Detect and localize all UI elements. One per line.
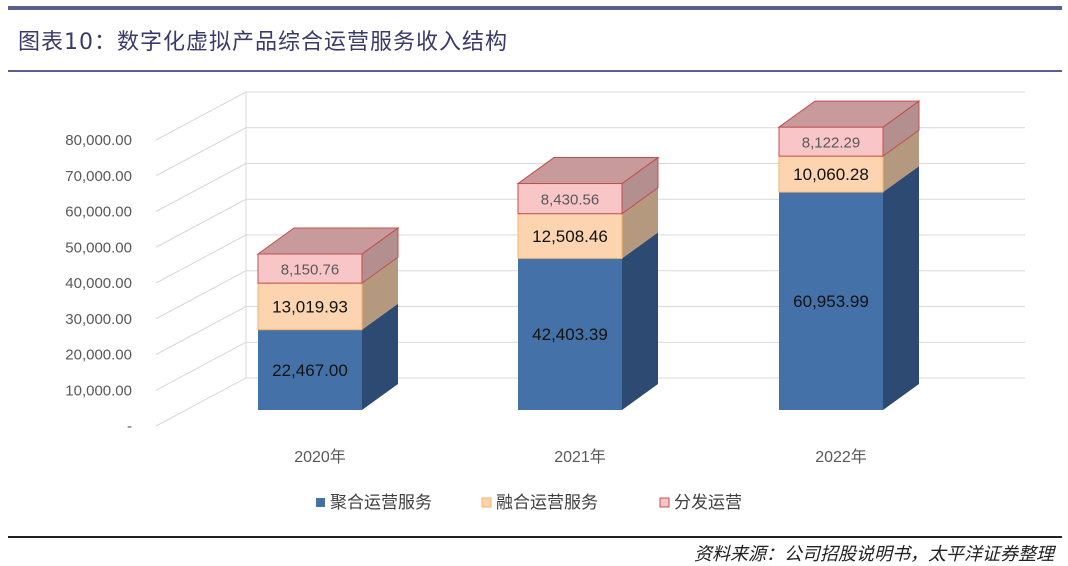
gridline-diagonal xyxy=(155,198,247,248)
legend-label: 融合运营服务 xyxy=(496,493,598,513)
page-title: 图表10：数字化虚拟产品综合运营服务收入结构 xyxy=(18,30,508,55)
gridline-diagonal xyxy=(155,91,247,141)
x-tick-label: 2020年 xyxy=(294,448,346,466)
bar-top-1 xyxy=(516,157,660,185)
x-tick-label: 2021年 xyxy=(554,448,606,466)
gridline-diagonal xyxy=(155,127,247,177)
y-tick-label: 60,000.00 xyxy=(65,204,132,221)
bar-segment-1-0 xyxy=(518,258,622,410)
y-tick-label: 10,000.00 xyxy=(65,382,132,399)
gridline-diagonal xyxy=(155,377,247,427)
bar-side-0-0 xyxy=(362,303,398,410)
bar-side-1-0 xyxy=(622,232,658,410)
data-label: 60,953.99 xyxy=(793,292,869,311)
bottom-rule xyxy=(8,536,1062,538)
bar-segment-0-2 xyxy=(257,253,363,284)
legend-swatch xyxy=(481,497,492,508)
y-tick-label: 20,000.00 xyxy=(65,347,132,364)
bar-segment-2-1 xyxy=(778,155,884,193)
data-label: 8,430.56 xyxy=(541,192,599,209)
y-tick-label: - xyxy=(127,418,132,435)
bar-segment-2-0 xyxy=(779,192,883,410)
gridline-diagonal xyxy=(155,341,247,391)
y-tick-label: 40,000.00 xyxy=(65,275,132,292)
stacked-bar-chart: - 10,000.00 20,000.00 30,000.00 40,000.00 50,… xyxy=(65,91,1025,513)
legend-swatch xyxy=(659,497,670,508)
bar-side-2-0 xyxy=(883,166,919,410)
title-rule xyxy=(8,70,1062,72)
bar-side-2-1 xyxy=(883,130,919,193)
y-tick-label: 50,000.00 xyxy=(65,239,132,256)
gridline-diagonal xyxy=(155,234,247,284)
source-note: 资料来源：公司招股说明书，太平洋证券整理 xyxy=(694,544,1054,565)
data-label: 8,122.29 xyxy=(802,135,860,152)
bar-segment-1-1 xyxy=(517,213,623,259)
bar-top-2 xyxy=(777,100,921,128)
gridline-diagonal xyxy=(155,270,247,320)
data-label: 13,019.93 xyxy=(272,297,348,316)
x-tick-label: 2022年 xyxy=(815,448,867,466)
bar-side-1-1 xyxy=(622,187,658,259)
data-label: 12,508.46 xyxy=(532,227,608,246)
y-tick-label: 30,000.00 xyxy=(65,311,132,328)
y-tick-label: 70,000.00 xyxy=(65,168,132,185)
y-tick-label: 80,000.00 xyxy=(65,132,132,149)
legend-label: 聚合运营服务 xyxy=(330,493,432,513)
data-label: 42,403.39 xyxy=(532,325,608,344)
bar-segment-0-0 xyxy=(258,329,362,410)
legend-label: 分发运营 xyxy=(674,493,742,513)
top-rule xyxy=(8,6,1062,10)
bar-top-0 xyxy=(256,227,400,255)
data-label: 8,150.76 xyxy=(281,262,339,279)
bar-side-0-1 xyxy=(362,257,398,330)
bar-segment-0-1 xyxy=(257,282,363,331)
data-label: 22,467.00 xyxy=(272,361,348,380)
legend-swatch xyxy=(316,498,325,507)
gridline-diagonal xyxy=(155,163,247,212)
data-label: 10,060.28 xyxy=(793,165,869,184)
gridline-diagonal xyxy=(155,306,247,355)
